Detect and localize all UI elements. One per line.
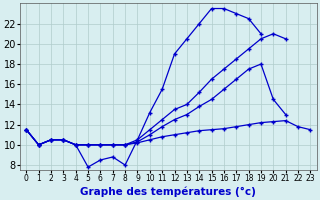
X-axis label: Graphe des températures (°c): Graphe des températures (°c) [80,186,256,197]
